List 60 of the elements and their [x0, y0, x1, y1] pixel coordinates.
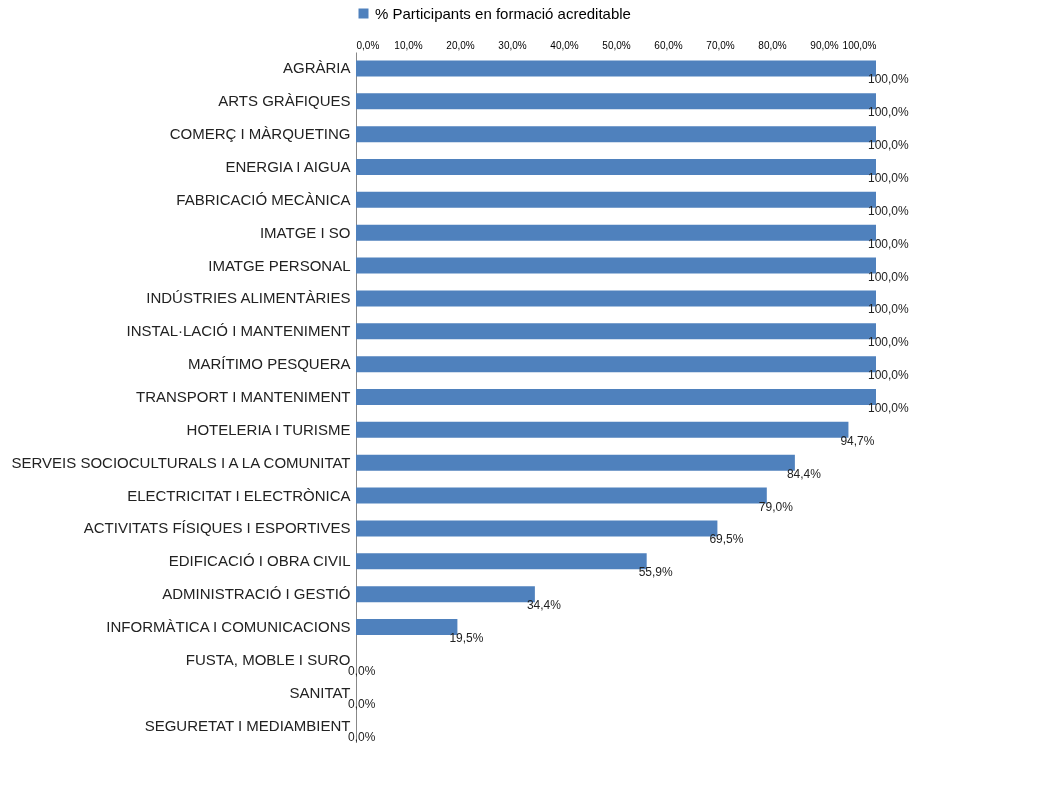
x-tick-label: 0,0%: [356, 39, 380, 51]
data-label: 100,0%: [868, 401, 910, 415]
y-tick-label: AGRÀRIA: [282, 59, 351, 77]
y-tick-label: ACTIVITATS FÍSIQUES I ESPORTIVES: [83, 519, 351, 537]
y-tick-label: ARTS GRÀFIQUES: [218, 92, 351, 110]
data-label: 100,0%: [868, 138, 910, 153]
data-label: 0,0%: [348, 729, 376, 744]
bar: [356, 257, 876, 274]
data-label: 19,5%: [449, 631, 484, 645]
bar: [356, 191, 876, 208]
bar: [356, 389, 876, 405]
x-tick-label: 100,0%: [842, 39, 877, 51]
y-tick-label: COMERÇ I MÀRQUETING: [169, 125, 351, 143]
data-label: 0,0%: [348, 663, 376, 678]
y-tick-label: TRANSPORT I MANTENIMENT: [136, 388, 351, 405]
bar: [356, 487, 767, 504]
y-tick-label: MARÍTIMO PESQUERA: [187, 355, 351, 373]
data-label: 94,7%: [840, 433, 875, 448]
data-label: 100,0%: [868, 171, 910, 185]
data-label: 100,0%: [868, 269, 910, 284]
data-label: 100,0%: [868, 203, 910, 218]
y-tick-label: HOTELERIA I TURISME: [186, 420, 351, 438]
data-label: 100,0%: [868, 335, 910, 350]
y-tick-label: ADMINISTRACIÓ I GESTIÓ: [162, 585, 351, 603]
data-label: 0,0%: [348, 696, 376, 711]
data-label: 69,5%: [709, 532, 744, 547]
x-tick-label: 80,0%: [758, 39, 787, 51]
bar: [356, 454, 795, 471]
x-tick-label: 30,0%: [498, 39, 527, 51]
x-tick-label: 20,0%: [446, 39, 475, 51]
x-tick-label: 70,0%: [706, 39, 735, 51]
data-label: 55,9%: [638, 565, 674, 580]
bar: [356, 421, 849, 438]
y-tick-label: ENERGIA I AIGUA: [225, 158, 351, 175]
y-tick-label: INDÚSTRIES ALIMENTÀRIES: [146, 289, 351, 307]
x-tick-label: 10,0%: [394, 39, 423, 51]
x-tick-label: 90,0%: [810, 39, 839, 51]
data-label: 100,0%: [868, 105, 910, 120]
bar: [356, 619, 458, 635]
legend-label: % Participants en formació acreditable: [375, 4, 631, 22]
data-label: 100,0%: [868, 302, 910, 317]
x-tick-label: 60,0%: [654, 39, 683, 51]
y-tick-label: INSTAL·LACIÓ I MANTENIMENT: [126, 322, 351, 340]
data-label: 100,0%: [868, 368, 910, 383]
x-tick-label: 50,0%: [602, 39, 631, 51]
data-label: 100,0%: [868, 236, 910, 251]
data-label: 79,0%: [758, 499, 794, 514]
x-tick-label: 40,0%: [550, 39, 579, 51]
y-tick-label: SERVEIS SOCIOCULTURALS I A LA COMUNITAT: [11, 453, 351, 471]
y-tick-label: INFORMÀTICA I COMUNICACIONS: [106, 618, 351, 635]
y-tick-label: IMATGE I SO: [259, 223, 351, 241]
data-label: 34,4%: [526, 598, 562, 613]
y-tick-label: IMATGE PERSONAL: [208, 256, 351, 274]
y-tick-label: FABRICACIÓ MECÀNICA: [176, 190, 351, 208]
data-label: 100,0%: [868, 72, 910, 87]
bar: [356, 224, 876, 241]
data-label: 84,4%: [786, 466, 822, 481]
y-tick-label: ELECTRICITAT I ELECTRÒNICA: [127, 486, 351, 504]
y-tick-label: EDIFICACIÓ I OBRA CIVIL: [168, 552, 351, 570]
bar: [356, 159, 876, 175]
